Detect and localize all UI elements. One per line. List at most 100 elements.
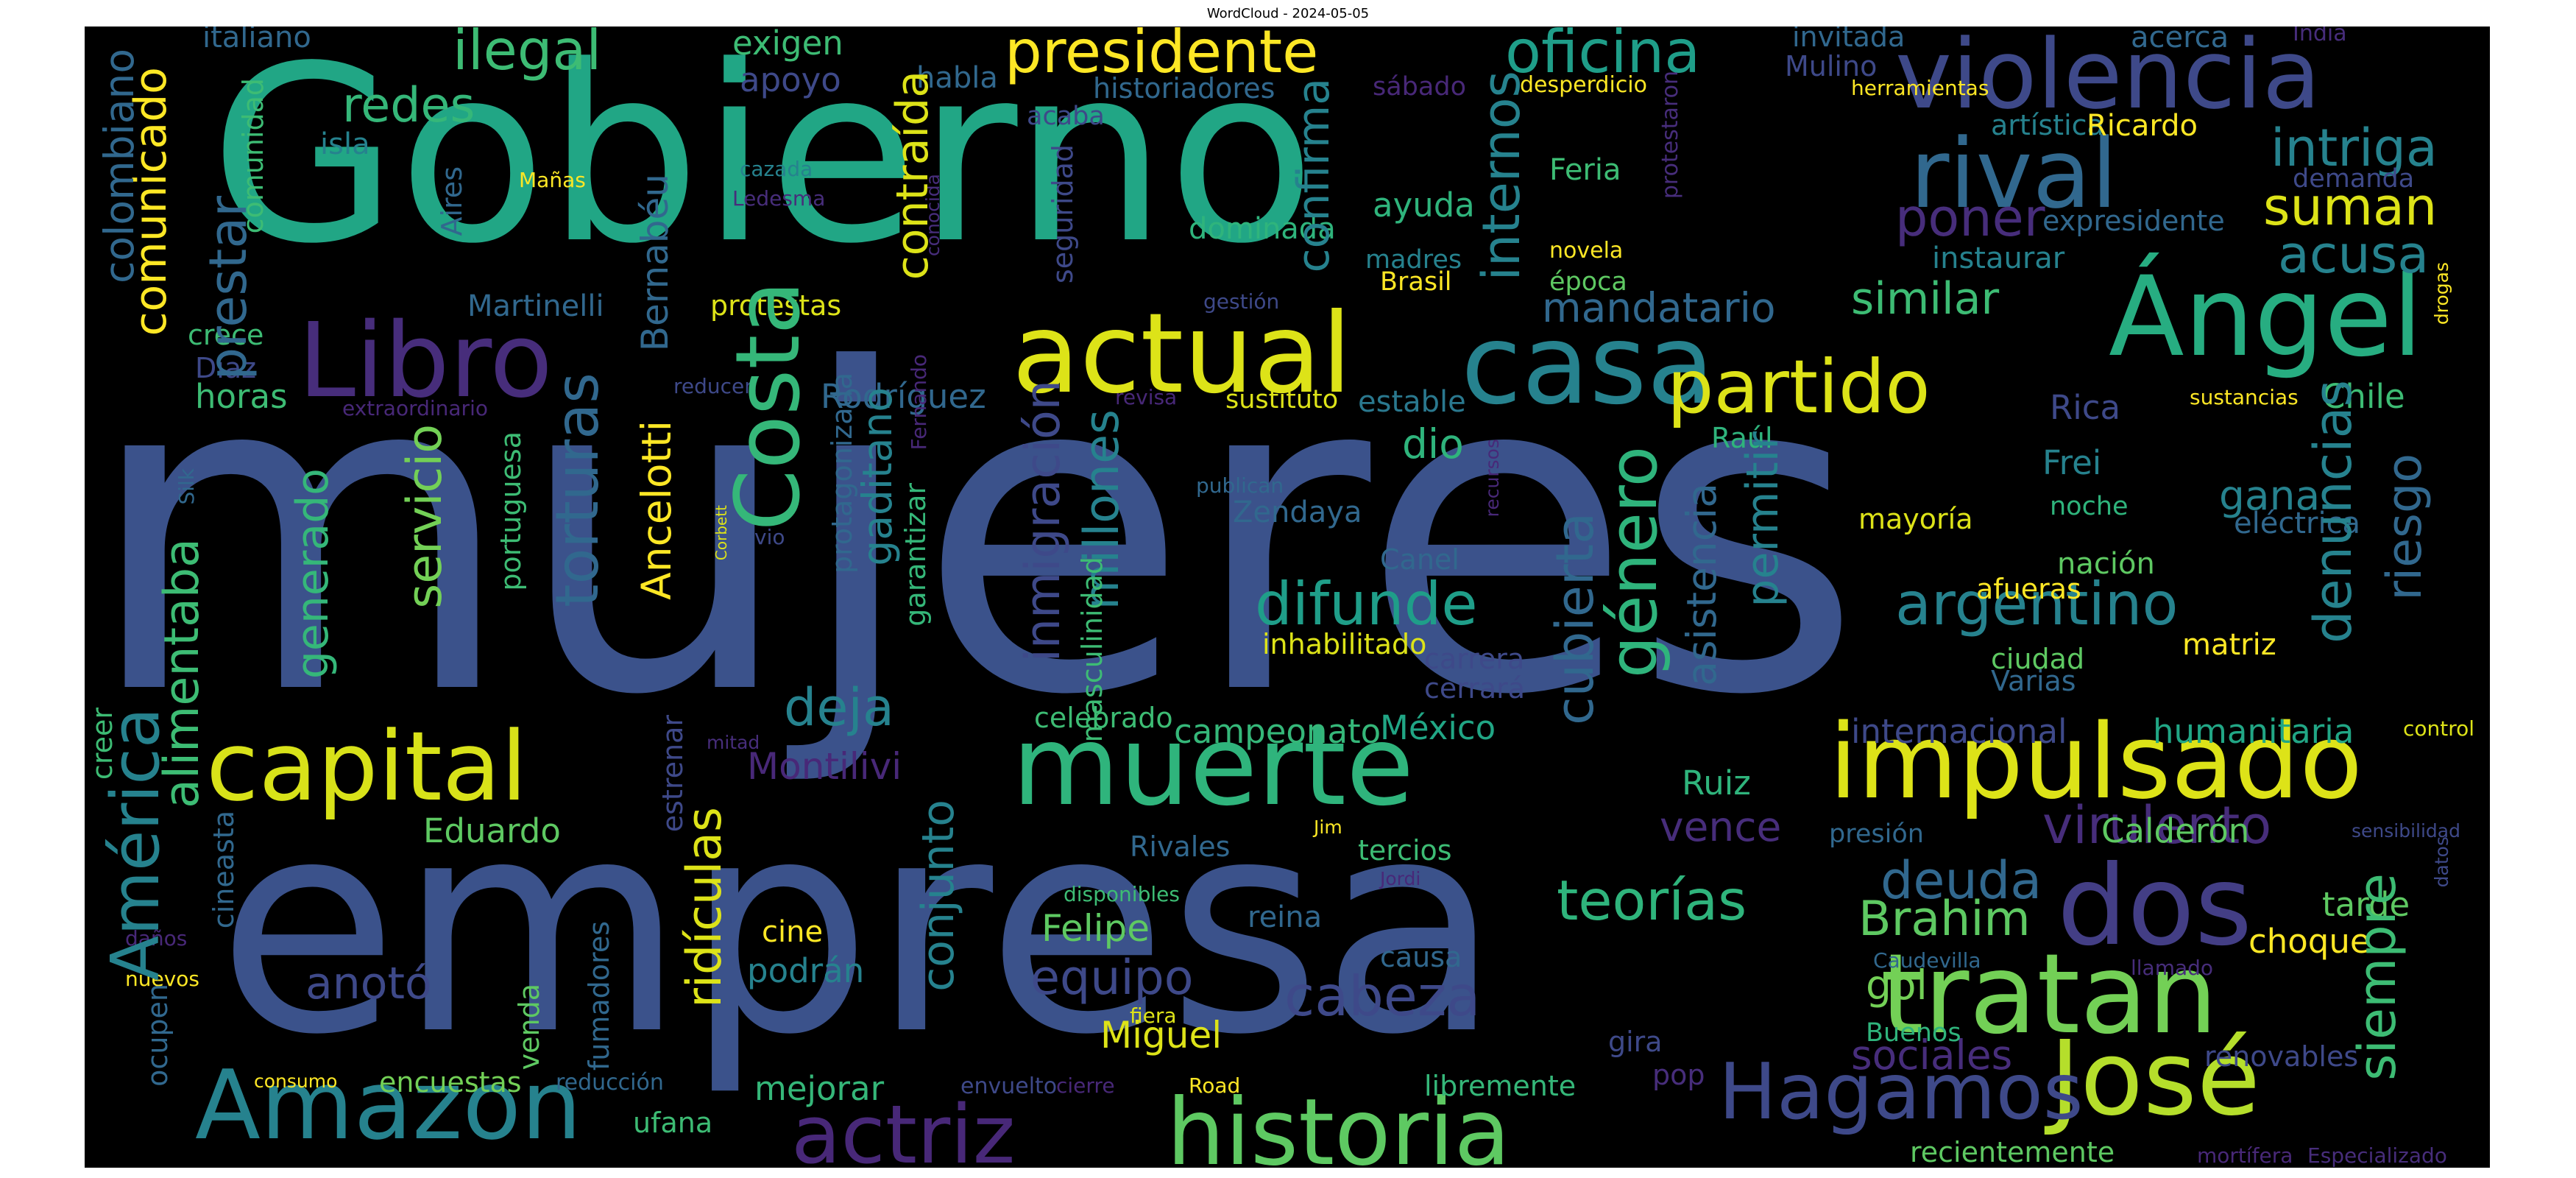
word-73: apoyo <box>740 60 841 99</box>
word-76: acaba <box>1027 102 1105 131</box>
word-65: madres <box>1365 245 1462 275</box>
word-72: exigen <box>732 27 843 63</box>
word-172: Costa <box>718 281 820 532</box>
word-63: ayuda <box>1373 186 1475 225</box>
word-168: servicio <box>397 424 453 609</box>
word-167: generado <box>287 468 339 680</box>
word-6: Ángel <box>2109 253 2423 381</box>
word-130: pop <box>1652 1059 1705 1091</box>
word-16: historia <box>1167 1079 1511 1168</box>
word-112: recientemente <box>1910 1136 2115 1168</box>
word-21: oficina <box>1505 27 1701 86</box>
word-80: invitada <box>1792 27 1906 53</box>
word-103: matriz <box>2182 628 2276 662</box>
word-199: conjunto <box>913 800 964 992</box>
word-70: crece <box>188 319 264 351</box>
word-0: mujeres <box>85 277 1863 791</box>
word-174: seguridad <box>1047 144 1079 284</box>
word-184: cubierta <box>1545 512 1605 725</box>
word-119: publican <box>1196 473 1284 498</box>
word-98: eléctrica <box>2234 507 2361 540</box>
word-45: gol <box>1866 962 1928 1009</box>
word-75: historiadores <box>1093 72 1275 105</box>
word-197: venda <box>513 984 545 1071</box>
word-195: ridículas <box>677 807 732 1008</box>
word-132: Road <box>1189 1073 1241 1098</box>
word-14: José <box>2050 1019 2261 1139</box>
word-156: Aires <box>436 166 468 236</box>
word-38: mandatario <box>1542 284 1776 331</box>
word-179: gaditano <box>854 387 901 566</box>
word-36: acusa <box>2278 225 2430 285</box>
word-159: cazada <box>740 157 813 181</box>
word-47: tarde <box>2322 885 2410 924</box>
word-150: reducen <box>673 374 758 398</box>
word-37: poner <box>1895 188 2045 248</box>
word-188: riesgo <box>2377 454 2432 601</box>
word-136: podrán <box>747 951 865 990</box>
word-120: celebrado <box>1034 702 1173 734</box>
word-118: Canel <box>1380 543 1459 576</box>
word-149: vio <box>754 525 785 549</box>
word-24: argentino <box>1895 570 2179 638</box>
word-102: Varias <box>1991 665 2076 697</box>
word-43: Frei <box>2042 443 2102 482</box>
word-153: isla <box>320 127 370 161</box>
word-183: género <box>1595 446 1672 678</box>
word-29: virulento <box>2042 795 2272 856</box>
word-20: presidente <box>1005 27 1319 86</box>
word-111: renovables <box>2204 1040 2359 1073</box>
word-154: italiano <box>202 27 311 54</box>
word-108: sensibilidad <box>2352 820 2460 842</box>
word-92: gestión <box>1203 289 1280 314</box>
word-187: denuncias <box>2303 380 2363 643</box>
word-107: presión <box>1829 819 1924 849</box>
word-146: mitad <box>707 732 760 753</box>
word-87: expresidente <box>2042 205 2225 237</box>
word-22: ilegal <box>453 27 602 82</box>
word-69: Díaz <box>195 352 257 384</box>
word-81: herramientas <box>1851 76 1989 100</box>
word-151: extraordinario <box>342 396 488 420</box>
word-97: mayoría <box>1858 503 1973 535</box>
word-46: choque <box>2248 922 2371 961</box>
word-35: suman <box>2263 177 2438 237</box>
word-55: México <box>1380 708 1496 747</box>
word-9: capital <box>206 710 528 822</box>
word-105: humanitaria <box>2153 712 2354 751</box>
word-41: Chile <box>2322 377 2405 416</box>
word-129: gira <box>1608 1026 1663 1058</box>
word-31: equipo <box>1030 950 1194 1006</box>
word-30: Brahim <box>1858 892 2031 947</box>
word-17: actriz <box>791 1087 1016 1168</box>
word-7: violencia <box>1895 27 2321 130</box>
word-171: portuguesa <box>495 431 527 591</box>
word-85: Ricardo <box>2087 109 2198 143</box>
word-116: cerrará <box>1424 672 1526 705</box>
word-176: internos <box>1471 71 1532 281</box>
word-8: rival <box>1910 118 2118 230</box>
word-48: Calderón <box>2101 811 2250 850</box>
word-189: siempre <box>2347 873 2407 1081</box>
word-54: campeonato <box>1174 712 1381 751</box>
word-185: asistencia <box>1678 483 1725 686</box>
word-131: libremente <box>1424 1070 1577 1102</box>
word-169: torturas <box>543 373 612 607</box>
word-11: muerte <box>1012 702 1415 830</box>
word-115: carrera <box>1424 643 1525 675</box>
word-113: mortífera <box>2197 1143 2293 1168</box>
word-2: Gobierno <box>210 27 1316 297</box>
word-88: instaurar <box>1932 241 2065 275</box>
word-128: fiera <box>1130 1004 1177 1028</box>
word-61: sustituto <box>1225 385 1339 415</box>
word-79: Mulino <box>1785 50 1878 82</box>
word-94: Raúl <box>1711 422 1773 454</box>
word-157: Mañas <box>519 168 586 192</box>
word-cloud-canvas: mujeres empresa Gobierno Libro actual casa Áng… <box>85 27 2490 1168</box>
word-1: empresa <box>217 757 1501 1099</box>
word-83: India <box>2293 27 2347 46</box>
word-10: impulsado <box>1829 702 2363 822</box>
word-104: internacional <box>1851 712 2067 751</box>
word-126: reina <box>1248 900 1323 934</box>
word-90: novela <box>1549 238 1624 264</box>
